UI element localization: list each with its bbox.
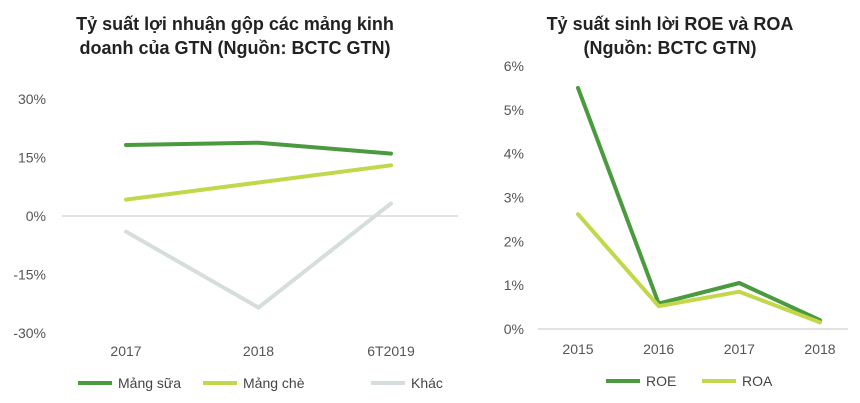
- legend-label: ROE: [646, 373, 676, 389]
- chart-title: Tỷ suất sinh lời ROE và ROA (Nguồn: BCTC…: [480, 12, 860, 60]
- x-tick-label: 2017: [724, 341, 755, 357]
- y-tick-label: 15%: [18, 150, 46, 166]
- chart-title-line: (Nguồn: BCTC GTN): [583, 38, 757, 58]
- y-tick-label: -30%: [13, 325, 46, 341]
- y-tick-label: 3%: [504, 190, 524, 206]
- y-tick-label: -15%: [13, 267, 46, 283]
- x-tick-label: 2018: [804, 341, 835, 357]
- chart-title: Tỷ suất lợi nhuận gộp các mảng kinh doan…: [0, 12, 470, 60]
- series-line: [124, 201, 393, 310]
- legend-label: Mảng sữa: [118, 375, 181, 391]
- chart-title-line: Tỷ suất sinh lời ROE và ROA: [546, 14, 794, 34]
- roe-roa-chart-panel: Tỷ suất sinh lời ROE và ROA (Nguồn: BCTC…: [480, 0, 860, 403]
- roe-roa-line-chart: 6% 5% 4% 3% 2% 1% 0% 2015 2016 2017 2018 ROE ROA: [504, 58, 848, 389]
- x-tick-label: 2018: [243, 343, 274, 359]
- y-tick-label: 5%: [504, 102, 524, 118]
- legend-label: ROA: [742, 373, 773, 389]
- y-tick-label: 1%: [504, 277, 524, 293]
- x-tick-label: 2017: [110, 343, 141, 359]
- series-line: [576, 212, 822, 325]
- y-tick-label: 0%: [504, 321, 524, 337]
- x-tick-label: 2015: [562, 341, 593, 357]
- series-line: [576, 85, 822, 323]
- y-tick-label: 6%: [504, 58, 524, 74]
- gross-margin-chart-panel: Tỷ suất lợi nhuận gộp các mảng kinh doan…: [0, 12, 470, 391]
- chart-title-line: Tỷ suất lợi nhuận gộp các mảng kinh: [76, 14, 394, 34]
- y-tick-label: 4%: [504, 146, 524, 162]
- x-tick-label: 2016: [643, 341, 674, 357]
- series-line: [124, 140, 393, 156]
- y-tick-label: 2%: [504, 233, 524, 249]
- y-tick-label: 0%: [26, 208, 46, 224]
- chart-title-line: doanh của GTN (Nguồn: BCTC GTN): [79, 38, 391, 58]
- series-line: [124, 163, 393, 202]
- y-tick-label: 30%: [18, 91, 46, 107]
- legend-label: Mảng chè: [243, 375, 305, 391]
- x-tick-label: 6T2019: [367, 343, 415, 359]
- gross-margin-line-chart: 30% 15% 0% -15% -30% 2017 2018 6T2019 Mảng sữa Mả…: [13, 91, 458, 391]
- legend-label: Khác: [411, 375, 443, 391]
